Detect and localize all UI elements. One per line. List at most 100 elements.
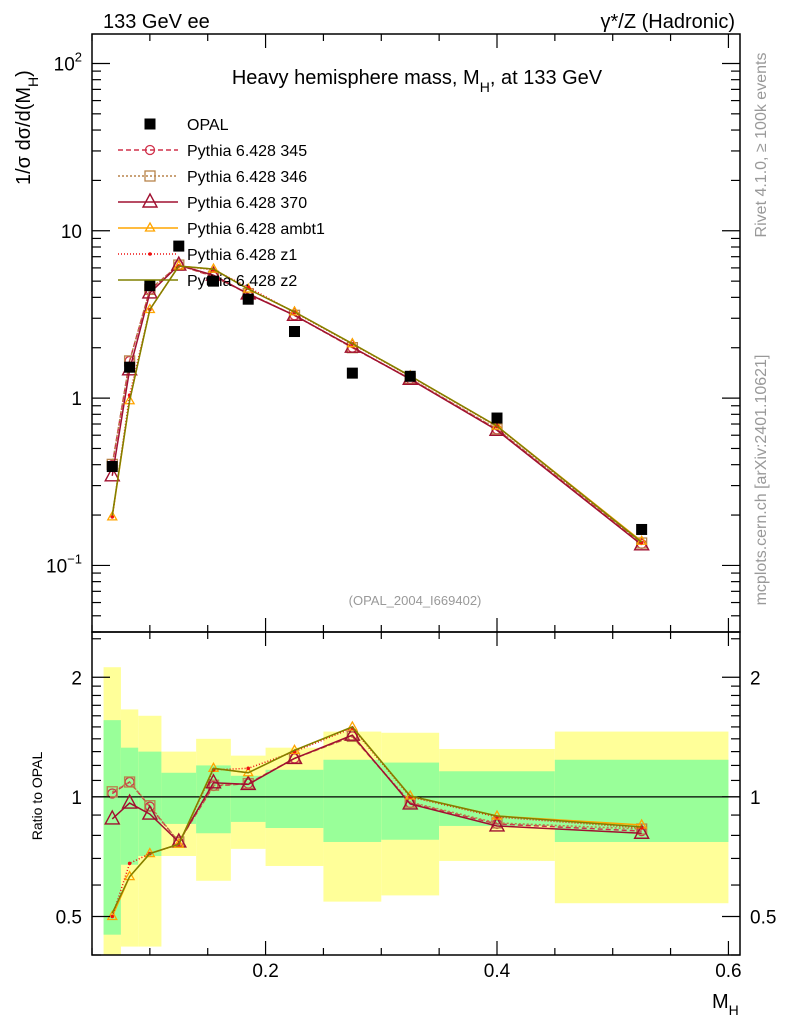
opal-data-point <box>242 293 254 305</box>
ratio-y-tick-label-right: 2 <box>750 668 761 689</box>
series-line-ratio <box>111 726 642 914</box>
legend-label: Pythia 6.428 z1 <box>187 247 297 264</box>
ratio-y-tick-label-right: 1 <box>750 788 761 809</box>
ratio-y-tick-label: 1 <box>71 788 82 809</box>
y-tick-base: 10 <box>61 222 82 243</box>
y-axis-label: 1/σ dσ/d(MH) <box>13 70 41 185</box>
green-band-bin <box>230 775 266 822</box>
series-marker-ratio <box>402 794 419 810</box>
legend-label: Pythia 6.428 z2 <box>187 273 297 290</box>
series-marker-ratio <box>246 766 251 771</box>
series-marker-ratio <box>488 816 506 832</box>
y-tick-exponent: 2 <box>75 49 82 64</box>
legend-label: Pythia 6.428 ambt1 <box>187 221 325 238</box>
legend-marker-icon <box>144 118 156 130</box>
opal-data-point <box>124 361 136 373</box>
y-tick-label: 1 <box>71 389 82 410</box>
series-line-main <box>111 264 643 546</box>
series-marker-main <box>173 259 185 270</box>
legend: OPAL Pythia 6.428 345 Pythia 6.428 346 Pyth… <box>118 117 325 290</box>
legend-marker-icon <box>144 144 156 156</box>
series-marker-main <box>110 515 115 519</box>
legend-label: Pythia 6.428 346 <box>187 169 307 186</box>
legend-entry: Pythia 6.428 345 <box>118 143 307 160</box>
opal-data-point <box>208 275 219 287</box>
ratio-y-tick-label: 2 <box>71 668 82 689</box>
legend-entry: OPAL <box>144 117 229 134</box>
series-marker-ratio <box>110 914 115 919</box>
series-marker-ratio <box>346 720 358 731</box>
opal-data-point <box>173 240 185 252</box>
x-label-text: M <box>712 991 729 1013</box>
legend-entry: Pythia 6.428 z1 <box>118 247 297 264</box>
y-tick-label: 102 <box>54 49 82 75</box>
x-tick-label: 0.6 <box>715 961 741 982</box>
series-line-ratio <box>111 735 642 844</box>
mcplots-credit-label: mcplots.cern.ch [arXiv:2401.10621] <box>753 355 770 606</box>
series-marker-main <box>106 510 118 521</box>
series-line-main <box>111 265 643 543</box>
green-band-bin <box>265 769 324 829</box>
series-marker-ratio <box>404 789 416 800</box>
series-marker-ratio <box>104 809 121 825</box>
green-band-bin <box>161 772 197 824</box>
series-marker-main <box>207 262 220 273</box>
legend-marker-icon <box>144 221 156 232</box>
ratio-y-tick-label: 0.5 <box>56 907 82 928</box>
series-marker-ratio <box>240 774 257 791</box>
opal-data-point <box>404 370 416 382</box>
legend-label: Pythia 6.428 370 <box>187 195 307 212</box>
series-marker-ratio <box>141 804 159 820</box>
series-marker-ratio <box>173 837 185 848</box>
series-marker-main <box>141 283 159 299</box>
opal-data-point <box>636 523 648 535</box>
series-marker-main <box>170 255 187 271</box>
series-marker-main <box>104 466 121 482</box>
series-line-main <box>111 264 643 545</box>
series-marker-ratio <box>205 773 222 789</box>
opal-data-point <box>144 280 156 292</box>
legend-label: Pythia 6.428 345 <box>187 143 307 160</box>
title-text-end: , at 133 GeV <box>490 67 603 89</box>
x-label-subscript: H <box>729 1002 739 1018</box>
series-line-main <box>111 264 643 544</box>
opal-data-point <box>106 461 118 473</box>
green-band-bin <box>103 720 121 935</box>
series-marker-ratio <box>106 910 118 921</box>
plot-title: Heavy hemisphere mass, MH, at 133 GeV <box>232 67 603 95</box>
opal-data-point <box>346 367 358 379</box>
series-marker-ratio <box>121 793 138 809</box>
legend-entry: Pythia 6.428 370 <box>118 192 307 212</box>
series-marker-ratio <box>286 748 303 765</box>
y-label-text: 1/σ dσ/d(M <box>13 87 35 185</box>
y-tick-base: 1 <box>71 389 82 410</box>
green-band-bin <box>138 751 162 856</box>
series-marker-ratio <box>127 861 132 866</box>
header-right: γ*/Z (Hadronic) <box>601 11 735 33</box>
legend-entry: Pythia 6.428 346 <box>118 169 307 186</box>
ratio-plot-frame <box>91 631 741 956</box>
title-text: Heavy hemisphere mass, M <box>232 67 480 89</box>
y-label-subscript: H <box>25 77 41 87</box>
y-tick-label: 10−1 <box>46 551 82 577</box>
series-marker-ratio <box>633 823 650 839</box>
series-line-main <box>111 265 643 542</box>
ratio-axis-label: Ratio to OPAL <box>29 752 45 841</box>
legend-marker-icon <box>144 170 156 182</box>
series-marker-ratio <box>344 725 361 741</box>
y-tick-label: 10 <box>61 222 82 243</box>
x-axis-label: MH <box>712 991 739 1018</box>
header-left: 133 GeV ee <box>103 11 210 33</box>
legend-marker-icon <box>148 252 152 256</box>
opal-data-point <box>289 326 300 338</box>
analysis-id-label: (OPAL_2004_I669402) <box>349 593 482 608</box>
series-marker-ratio <box>123 776 136 788</box>
y-label-end: ) <box>13 70 35 77</box>
series-marker-ratio <box>106 786 118 798</box>
rivet-version-label: Rivet 4.1.0, ≥ 100k events <box>753 53 770 238</box>
ratio-y-tick-label-right: 0.5 <box>750 907 776 928</box>
y-tick-base: 10 <box>46 556 67 577</box>
legend-label: OPAL <box>187 117 229 134</box>
